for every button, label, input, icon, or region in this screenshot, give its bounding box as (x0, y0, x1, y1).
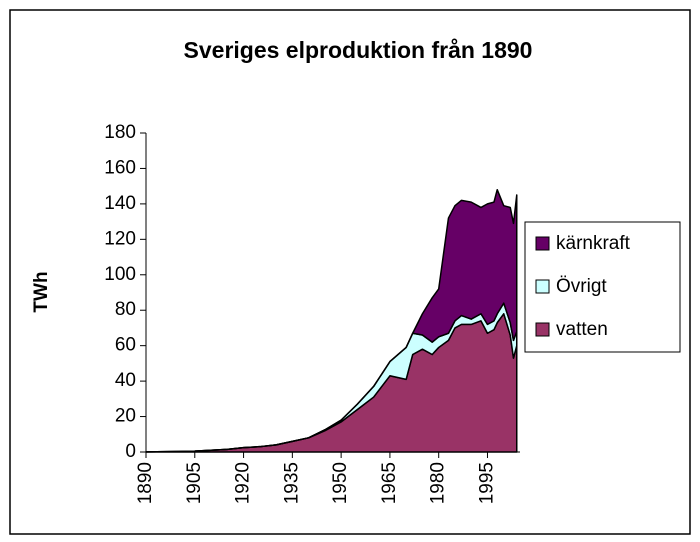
legend-swatch (535, 236, 550, 251)
x-tick-label: 1965 (379, 462, 400, 504)
x-tick-label: 1890 (135, 462, 156, 504)
legend-label: vatten (556, 319, 608, 340)
x-tick-label: 1950 (330, 462, 351, 504)
y-tick-label: 20 (115, 406, 136, 427)
area (145, 188, 518, 453)
x-tick-label: 1905 (184, 462, 205, 504)
x-tick-label: 1920 (233, 462, 254, 504)
legend-label: kärnkraft (556, 233, 631, 254)
x-tick-label: 1995 (476, 462, 497, 504)
x-tick-label: 1980 (428, 462, 449, 504)
x-tick-label: 1935 (281, 462, 302, 504)
y-tick-label: 120 (104, 228, 136, 249)
y-tick-label: 180 (104, 122, 136, 143)
chart-title: Sveriges elproduktion från 1890 (184, 37, 533, 63)
legend-swatch (535, 279, 550, 294)
legend-label: Övrigt (556, 276, 607, 297)
y-tick-label: 40 (115, 370, 136, 391)
legend-box (524, 221, 681, 353)
y-tick-label: 100 (104, 264, 136, 285)
y-tick-label: 60 (115, 335, 136, 356)
y-tick-label: 160 (104, 157, 136, 178)
legend-swatch (535, 322, 550, 337)
y-axis-title: TWh (31, 271, 52, 312)
y-tick-label: 140 (104, 193, 136, 214)
y-tick-label: 80 (115, 299, 136, 320)
y-tick-label: 0 (125, 441, 136, 462)
